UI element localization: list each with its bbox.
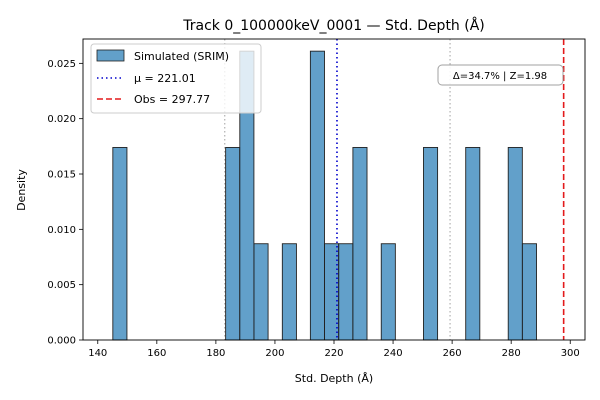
histogram-bar-11 bbox=[465, 146, 481, 341]
y-tick-label-5: 0.025 bbox=[47, 59, 76, 70]
x-tick-label-220: 220 bbox=[324, 348, 343, 359]
histogram-bar-4 bbox=[281, 243, 297, 341]
annotation-box bbox=[437, 64, 564, 86]
x-tick-label-140: 140 bbox=[88, 348, 107, 359]
legend-label-mean: μ = 221.01 bbox=[134, 72, 196, 85]
stats-annotation: Δ=34.7% | Z=1.98 bbox=[437, 64, 564, 86]
histogram-bar-7 bbox=[338, 243, 354, 341]
x-axis: 140 160 180 200 220 240 260 280 300 bbox=[88, 340, 580, 359]
y-tick-label-3: 0.015 bbox=[47, 170, 76, 181]
x-tick-label-160: 160 bbox=[147, 348, 166, 359]
legend-box bbox=[90, 43, 262, 114]
histogram-bar-3 bbox=[253, 243, 269, 341]
x-axis-label: Std. Depth (Å) bbox=[295, 372, 373, 385]
y-tick-label-0: 0.000 bbox=[47, 336, 76, 347]
legend-label-simulated: Simulated (SRIM) bbox=[134, 50, 229, 63]
x-tick-label-260: 260 bbox=[443, 348, 462, 359]
histogram-bar-9 bbox=[380, 243, 396, 341]
y-axis-label: Density bbox=[15, 169, 28, 211]
y-axis: 0.000 0.005 0.010 0.015 0.020 0.025 bbox=[47, 59, 83, 347]
histogram-bar-0 bbox=[112, 146, 128, 341]
histogram-bar-8 bbox=[352, 146, 368, 341]
y-tick-label-2: 0.010 bbox=[47, 225, 76, 236]
histogram-bar-13 bbox=[521, 243, 537, 341]
x-tick-label-180: 180 bbox=[206, 348, 225, 359]
histogram-bar-1 bbox=[225, 146, 241, 341]
legend-swatch-simulated bbox=[96, 49, 125, 62]
x-tick-label-300: 300 bbox=[561, 348, 580, 359]
plot-frame bbox=[82, 38, 586, 341]
x-tick-label-240: 240 bbox=[384, 348, 403, 359]
histogram-bar-10 bbox=[423, 146, 439, 341]
x-tick-label-280: 280 bbox=[502, 348, 521, 359]
histogram-bar-12 bbox=[507, 146, 523, 341]
legend: Simulated (SRIM) μ = 221.01 Obs = 297.77 bbox=[90, 43, 262, 114]
chart-title: Track 0_100000keV_0001 — Std. Depth (Å) bbox=[182, 17, 485, 34]
plot-area bbox=[112, 39, 565, 341]
legend-label-observed: Obs = 297.77 bbox=[134, 93, 210, 106]
y-tick-label-1: 0.005 bbox=[47, 280, 76, 291]
annotation-text: Δ=34.7% | Z=1.98 bbox=[453, 71, 547, 82]
x-tick-label-200: 200 bbox=[265, 348, 284, 359]
histogram-bar-5 bbox=[309, 50, 325, 341]
y-tick-label-4: 0.020 bbox=[47, 114, 76, 125]
